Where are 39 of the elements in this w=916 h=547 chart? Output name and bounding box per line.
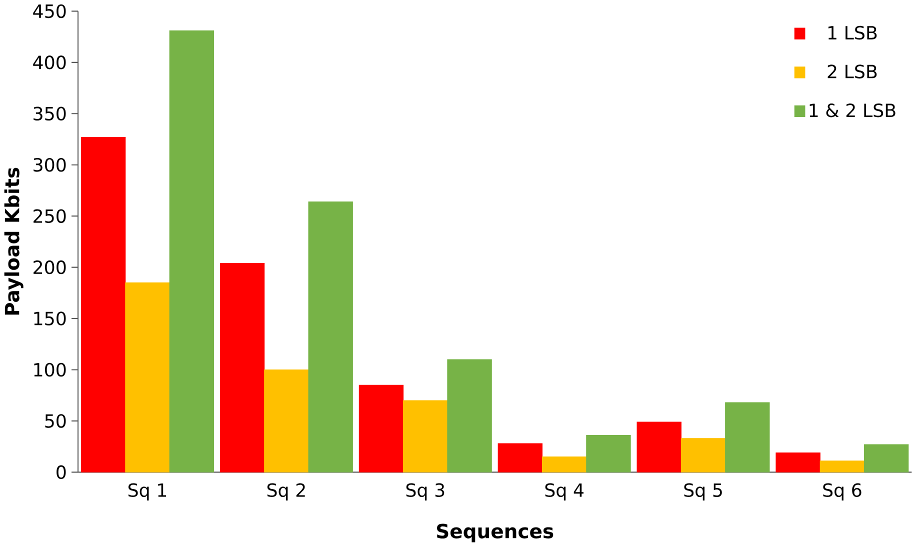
bar bbox=[403, 400, 448, 473]
x-tick-label: Sq 2 bbox=[267, 483, 305, 501]
legend-label: 1 & 2 LSB bbox=[810, 104, 896, 118]
x-tick-label: Sq 5 bbox=[684, 483, 722, 501]
y-tick-label: 100 bbox=[34, 363, 66, 377]
bar bbox=[125, 282, 170, 473]
bar bbox=[542, 456, 587, 473]
bar bbox=[447, 359, 492, 473]
bar bbox=[820, 460, 865, 473]
bar bbox=[308, 202, 353, 473]
legend-label: 2 LSB bbox=[828, 64, 877, 79]
y-tick-label: 200 bbox=[34, 260, 66, 274]
y-tick-label: 400 bbox=[33, 56, 66, 70]
bar bbox=[220, 263, 265, 473]
y-tick-label: 300 bbox=[34, 158, 66, 172]
bar bbox=[264, 370, 309, 473]
bar bbox=[169, 30, 214, 473]
x-tick-label: Sq 1 bbox=[128, 483, 166, 501]
x-tick-label: Sq 6 bbox=[823, 483, 862, 501]
bar bbox=[636, 422, 682, 473]
bar bbox=[586, 435, 631, 473]
y-tick-label: 150 bbox=[34, 312, 66, 326]
y-tick-label: 250 bbox=[34, 209, 66, 224]
x-tick-label: Sq 3 bbox=[406, 483, 444, 501]
legend-label: 1 LSB bbox=[828, 26, 877, 40]
bar bbox=[81, 137, 126, 473]
x-tick-label: Sq 4 bbox=[545, 483, 584, 501]
bar bbox=[864, 444, 909, 473]
y-tick-label: 50 bbox=[45, 414, 66, 428]
y-tick-label: 450 bbox=[33, 4, 66, 18]
bar bbox=[725, 402, 770, 473]
bar bbox=[680, 438, 726, 473]
bar bbox=[498, 443, 543, 473]
y-axis-title: Payload Kbits bbox=[4, 168, 24, 315]
y-tick-label: 0 bbox=[56, 466, 66, 480]
bar bbox=[358, 385, 404, 473]
x-axis-title: Sequences bbox=[437, 524, 554, 542]
bar bbox=[776, 452, 820, 473]
y-tick-label: 350 bbox=[34, 106, 66, 121]
